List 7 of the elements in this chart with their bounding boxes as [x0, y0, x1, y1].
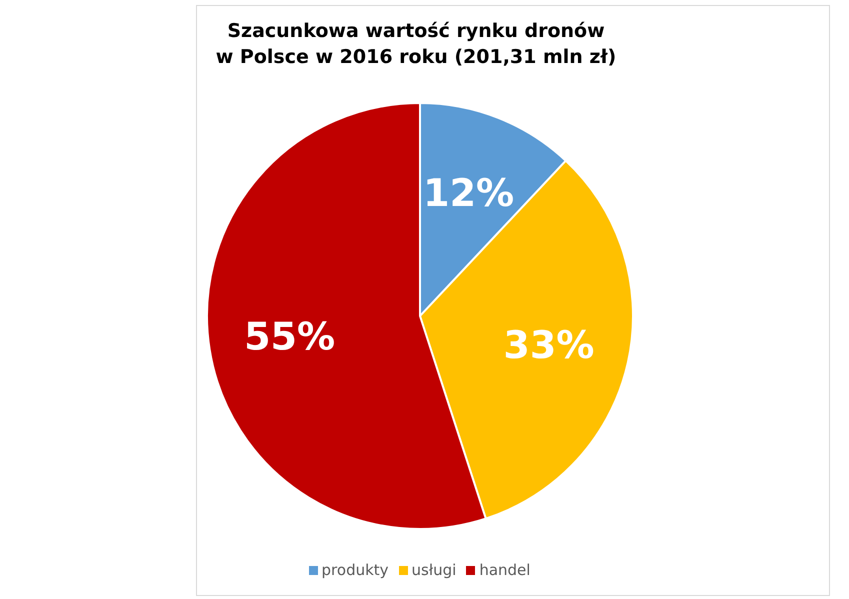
legend-label: produkty: [322, 561, 389, 579]
data-label: 33%: [503, 322, 594, 367]
chart-title: Szacunkowa wartość rynku dronów w Polsce w 2016 roku (201,31 mln zł): [214, 19, 618, 70]
legend-label: usługi: [412, 561, 456, 579]
legend-label: handel: [479, 561, 530, 579]
data-label: 55%: [244, 314, 336, 359]
data-label: 12%: [423, 171, 514, 216]
